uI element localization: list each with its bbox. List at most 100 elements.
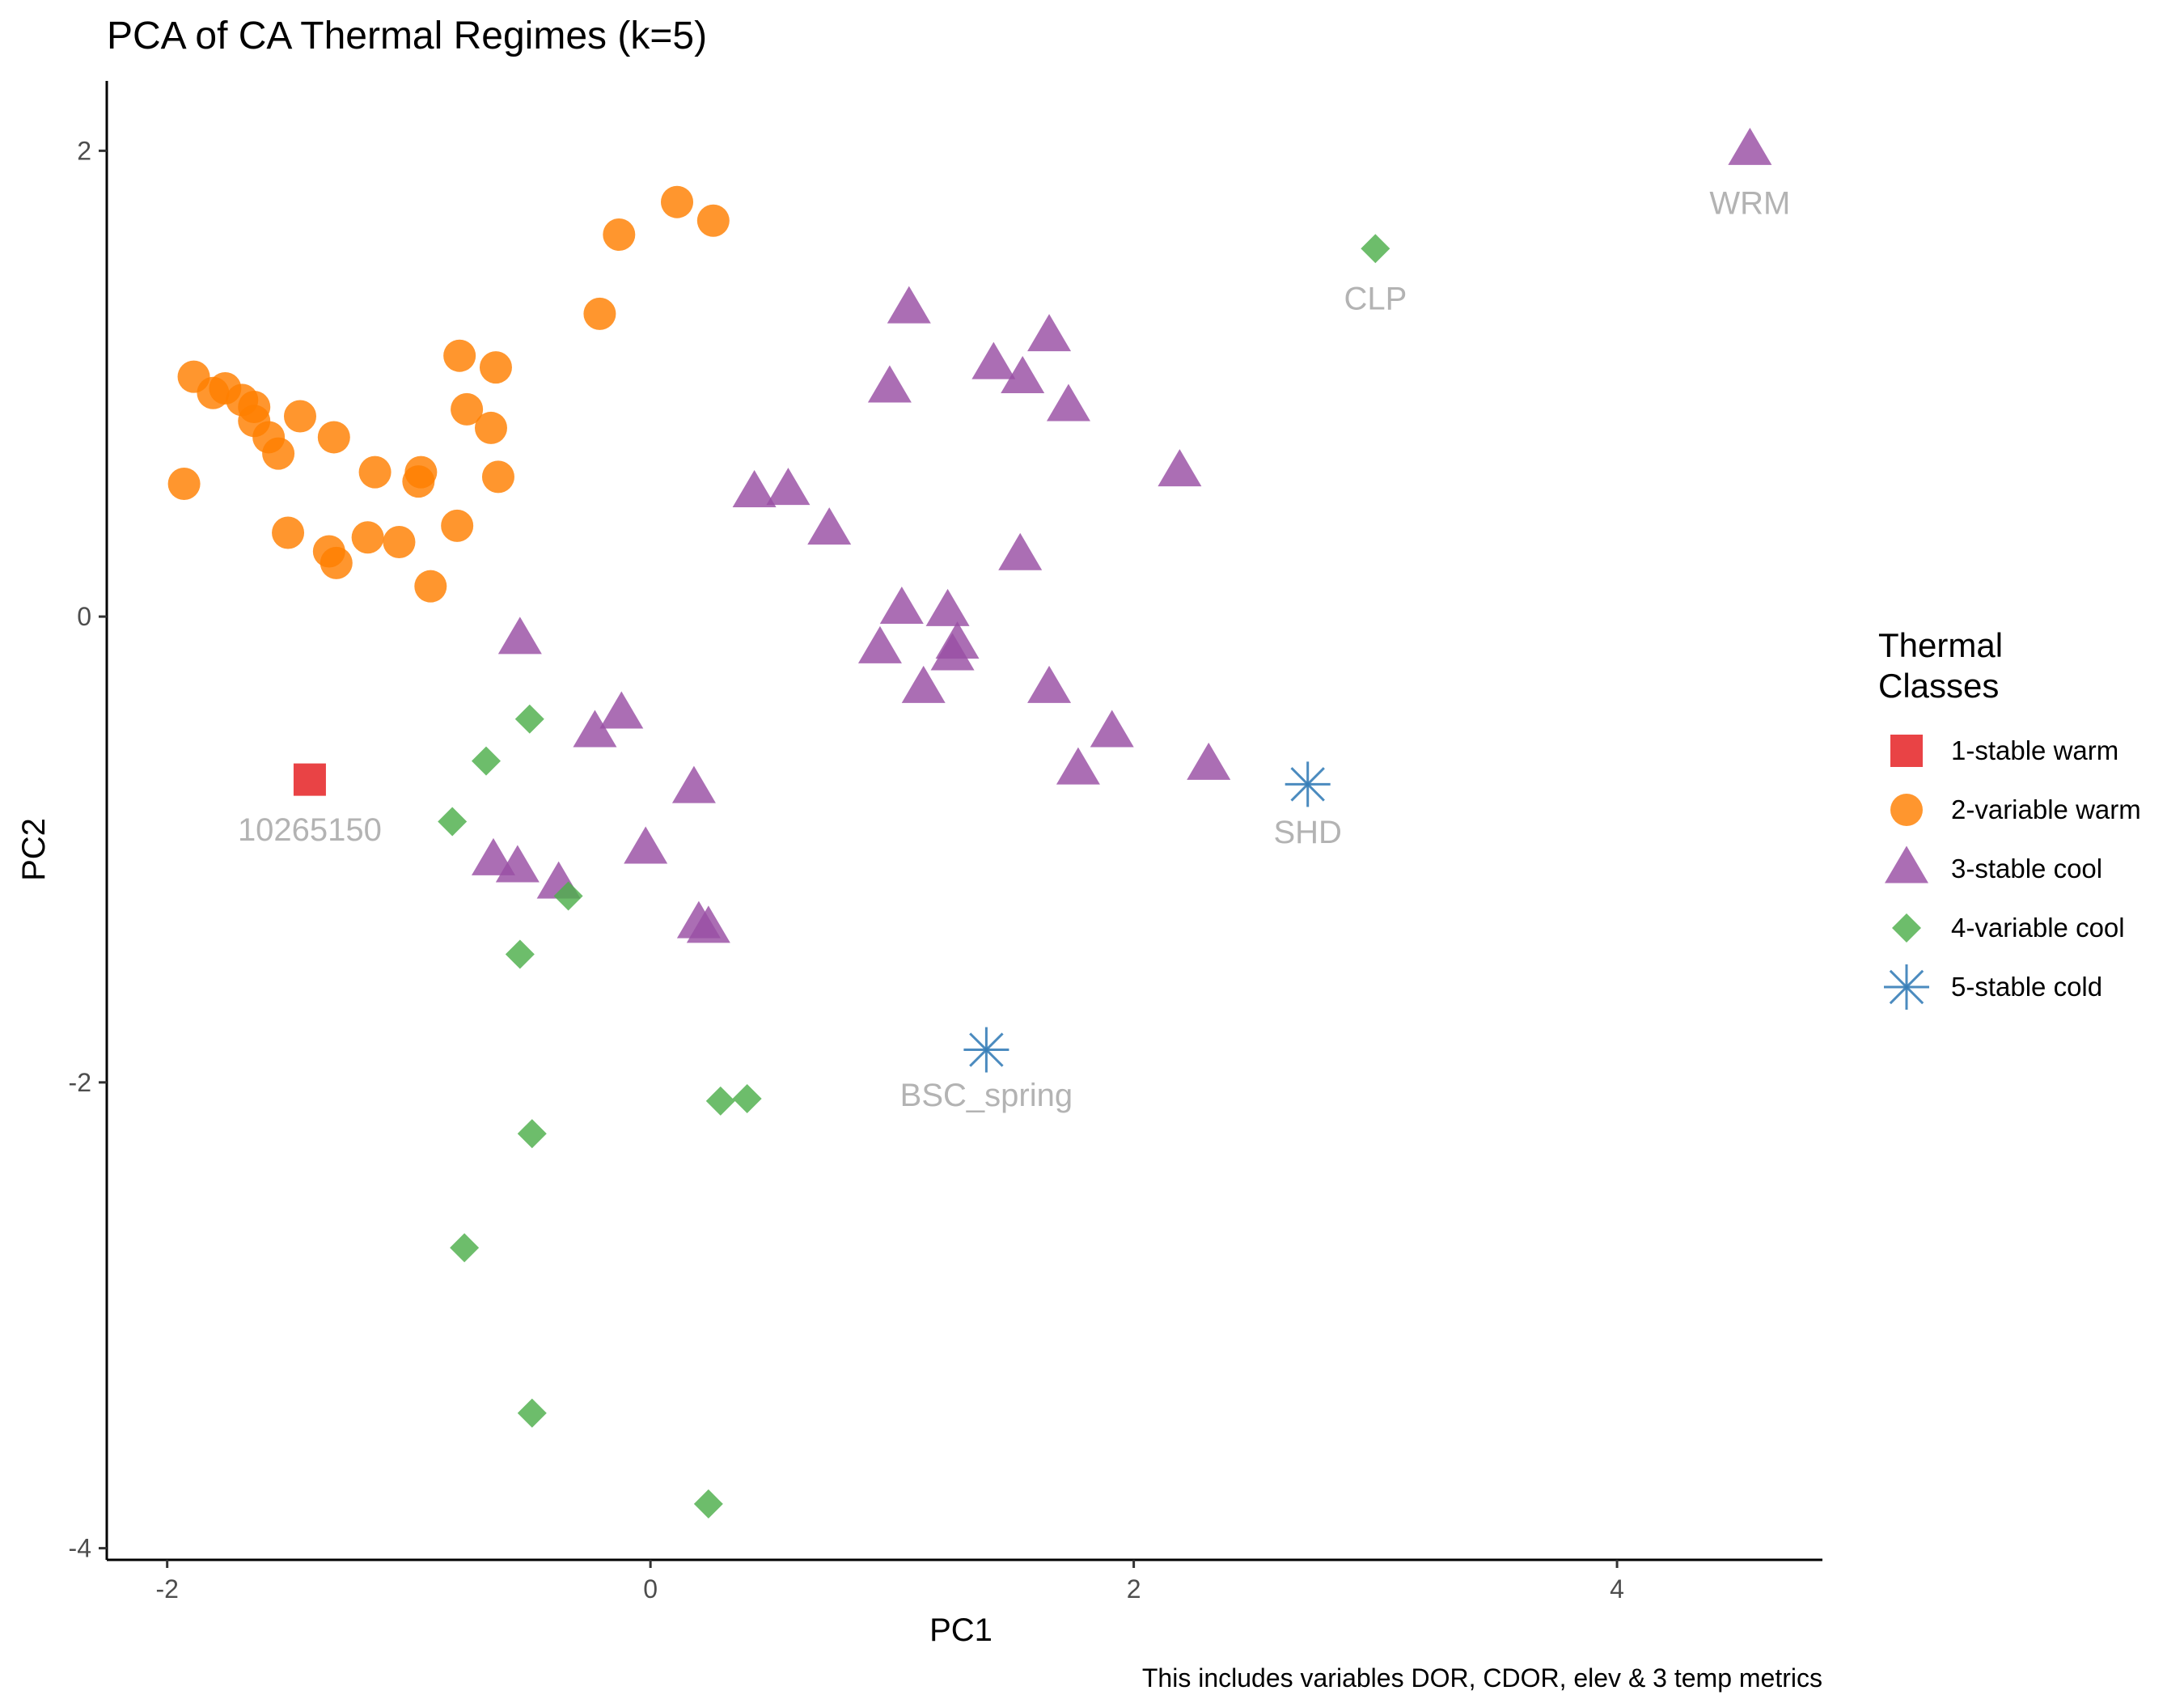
triangle-point <box>1158 449 1202 487</box>
circle-point <box>383 525 416 558</box>
diamond-point <box>1361 234 1390 264</box>
chart-caption: This includes variables DOR, CDOR, elev … <box>1142 1663 1822 1693</box>
circle-point <box>262 437 295 470</box>
legend-title-line1: Thermal <box>1878 626 2003 664</box>
point-labels: WRM CLP 10265150 SHD BSC_spring <box>238 186 1790 1114</box>
triangle-point <box>887 286 931 324</box>
diamond-point <box>450 1233 480 1263</box>
x-tick-label: 0 <box>643 1574 658 1604</box>
x-axis-label: PC1 <box>929 1612 993 1648</box>
diamond-point <box>472 746 502 776</box>
triangle-point <box>1027 665 1072 703</box>
point-label: CLP <box>1344 282 1407 317</box>
circle-point <box>317 421 350 454</box>
circle-point <box>661 185 694 218</box>
triangle-point <box>901 665 946 703</box>
triangle-point <box>1046 383 1090 422</box>
series-3-stable-cool <box>471 127 1772 943</box>
legend-key-asterisk <box>1884 964 1929 1010</box>
circle-point <box>481 460 514 494</box>
triangle-point <box>867 365 912 403</box>
circle-point <box>358 455 392 489</box>
legend: Thermal Classes 1-stable warm 2-variable … <box>1878 626 2141 1010</box>
circle-point <box>441 509 474 542</box>
triangle-point <box>599 691 644 729</box>
point-label: 10265150 <box>238 812 382 848</box>
legend-item: 4-variable cool <box>1892 913 2125 943</box>
legend-key-triangle <box>1885 845 1928 883</box>
asterisk-point <box>963 1027 1009 1073</box>
circle-point <box>167 468 201 501</box>
x-tick-label: 4 <box>1610 1574 1624 1604</box>
data-points <box>167 127 1772 1519</box>
chart-title: PCA of CA Thermal Regimes (k=5) <box>107 15 707 57</box>
x-axis-ticks: -2 0 2 4 <box>155 1560 1624 1604</box>
diamond-point <box>514 704 544 734</box>
legend-label: 5-stable cold <box>1951 972 2102 1002</box>
asterisk-point <box>1285 761 1331 807</box>
triangle-point <box>1001 355 1045 393</box>
triangle-point <box>1187 742 1231 780</box>
axes: -2 0 2 4 2 0 -2 -4 <box>69 81 1822 1604</box>
legend-title-line2: Classes <box>1878 667 1999 705</box>
triangle-point <box>1090 710 1134 748</box>
triangle-point <box>671 765 716 803</box>
point-label: BSC_spring <box>900 1078 1073 1113</box>
series-5-stable-cold <box>963 761 1331 1073</box>
triangle-point <box>495 845 540 883</box>
circle-point <box>603 218 636 251</box>
circle-point <box>443 339 476 372</box>
triangle-point <box>471 837 515 875</box>
y-tick-label: -4 <box>69 1534 91 1563</box>
series-1-stable-warm <box>293 763 326 796</box>
triangle-point <box>1056 747 1100 785</box>
legend-item: 3-stable cool <box>1885 845 2102 883</box>
triangle-point <box>998 532 1043 570</box>
diamond-point <box>732 1084 762 1114</box>
triangle-point <box>930 633 975 671</box>
square-point <box>293 763 326 796</box>
triangle-point <box>497 616 542 655</box>
x-tick-label: -2 <box>155 1574 178 1604</box>
triangle-point <box>686 905 730 943</box>
circle-point <box>696 204 730 237</box>
circle-point <box>474 411 507 444</box>
triangle-point <box>766 468 811 506</box>
y-tick-label: -2 <box>69 1068 91 1097</box>
diamond-point <box>438 807 468 837</box>
diamond-point <box>517 1398 547 1428</box>
circle-point <box>320 546 353 579</box>
legend-item: 2-variable warm <box>1890 794 2141 826</box>
point-label: WRM <box>1709 186 1790 222</box>
triangle-point <box>732 470 777 508</box>
legend-item: 5-stable cold <box>1884 964 2102 1010</box>
circle-point <box>451 392 484 426</box>
diamond-point <box>553 881 583 911</box>
diamond-point <box>693 1489 723 1519</box>
legend-key-square <box>1890 735 1923 767</box>
legend-key-circle <box>1890 794 1923 826</box>
diamond-point <box>705 1086 735 1116</box>
legend-label: 1-stable warm <box>1951 735 2118 765</box>
triangle-point <box>573 710 617 748</box>
circle-point <box>583 297 616 330</box>
triangle-point <box>1728 127 1772 165</box>
legend-label: 2-variable warm <box>1951 794 2141 824</box>
triangle-point <box>925 588 970 626</box>
legend-label: 4-variable cool <box>1951 913 2125 943</box>
triangle-point <box>857 625 902 663</box>
legend-item: 1-stable warm <box>1890 735 2118 767</box>
circle-point <box>351 521 384 554</box>
triangle-point <box>1027 314 1072 352</box>
diamond-point <box>505 939 535 969</box>
series-4-variable-cool <box>438 234 1390 1519</box>
y-axis-ticks: 2 0 -2 -4 <box>69 136 107 1563</box>
y-axis-label: PC2 <box>16 818 52 881</box>
circle-point <box>283 400 316 433</box>
y-tick-label: 2 <box>77 136 91 165</box>
triangle-point <box>971 341 1016 379</box>
legend-label: 3-stable cool <box>1951 854 2102 883</box>
y-tick-label: 0 <box>77 602 91 631</box>
circle-point <box>404 455 438 489</box>
